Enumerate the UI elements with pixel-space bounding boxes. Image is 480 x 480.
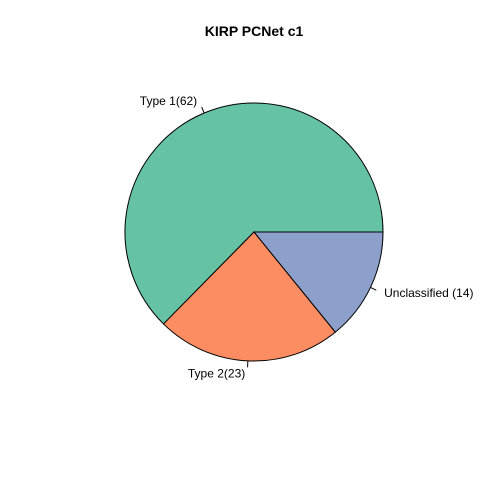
pie-slice-unclassified — [252, 231, 384, 333]
pie-labels: Type 1(62) Type 2(23) Unclassified (14) — [140, 94, 474, 381]
pie-slices — [124, 102, 384, 362]
slice-label-type-1: Type 1(62) — [140, 94, 197, 108]
leader-line-type-1 — [201, 106, 205, 114]
chart-title: KIRP PCNet c1 — [205, 23, 304, 39]
pie-leader-lines — [201, 106, 377, 368]
slice-label-type-2: Type 2(23) — [188, 367, 245, 381]
slice-label-unclassified: Unclassified (14) — [384, 286, 473, 300]
leader-line-unclassified — [370, 286, 377, 291]
